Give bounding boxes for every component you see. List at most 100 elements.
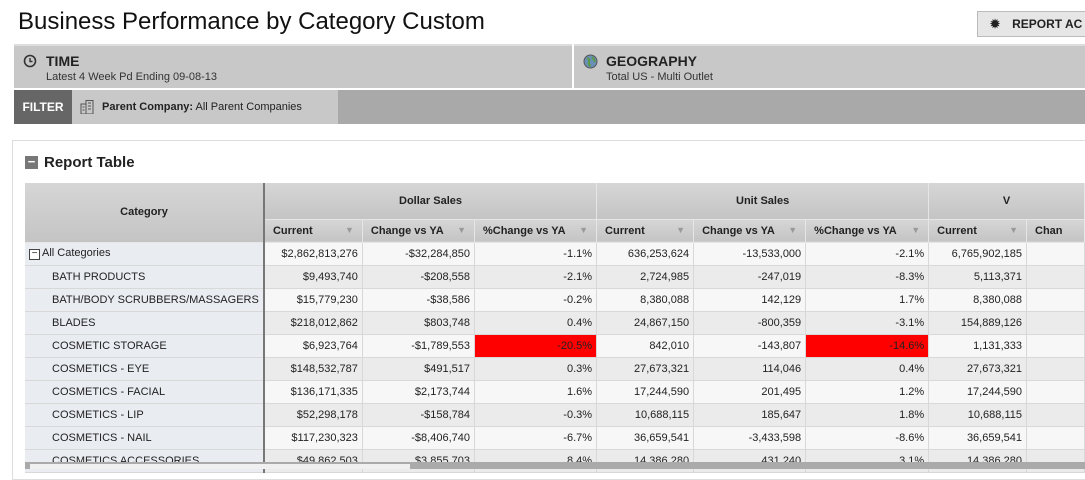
geography-selector[interactable]: GEOGRAPHY Total US - Multi Outlet — [574, 44, 1085, 88]
value-cell: -$38,586 — [362, 288, 475, 312]
value-cell: 1.7% — [805, 288, 930, 312]
column-header[interactable]: %Change vs YA ▼ — [805, 219, 930, 243]
category-cell[interactable]: COSMETICS - LIP — [25, 403, 265, 427]
value-cell: -$208,558 — [362, 265, 475, 289]
panel-title: Report Table — [44, 154, 135, 171]
page-title: Business Performance by Category Custom — [18, 8, 485, 35]
value-cell: 17,244,590 — [596, 380, 695, 404]
category-cell[interactable]: COSMETICS - FACIAL — [25, 380, 265, 404]
category-cell[interactable]: BLADES — [25, 311, 265, 335]
column-header-label: Current — [937, 224, 977, 237]
value-cell: 5,113,371 — [928, 265, 1027, 289]
value-cell — [1026, 426, 1085, 450]
value-cell: 2,724,985 — [596, 265, 695, 289]
value-cell: 0.3% — [474, 357, 598, 381]
filter-icon[interactable]: ▼ — [788, 224, 798, 235]
value-cell: -$158,784 — [362, 403, 475, 427]
value-cell: -1.1% — [474, 242, 598, 266]
column-header-label: Change vs YA — [702, 224, 775, 237]
value-cell — [1026, 265, 1085, 289]
category-label: COSMETICS - EYE — [52, 362, 150, 375]
value-cell: $803,748 — [362, 311, 475, 335]
filter-icon[interactable]: ▼ — [344, 224, 354, 235]
column-header[interactable]: Current ▼ — [596, 219, 695, 243]
value-cell: 10,688,115 — [596, 403, 695, 427]
value-cell: 6,765,902,185 — [928, 242, 1027, 266]
filter-icon[interactable]: ▼ — [911, 224, 921, 235]
value-cell: -143,807 — [693, 334, 807, 358]
value-cell — [1026, 288, 1085, 312]
category-label: COSMETICS - LIP — [52, 408, 144, 421]
column-header[interactable]: Change vs YA ▼ — [362, 219, 475, 243]
value-cell: -13,533,000 — [693, 242, 807, 266]
category-label: BATH/BODY SCRUBBERS/MASSAGERS — [52, 293, 259, 306]
value-cell: 8,380,088 — [596, 288, 695, 312]
category-label: COSMETIC STORAGE — [52, 339, 167, 352]
column-header[interactable]: %Change vs YA ▼ — [474, 219, 598, 243]
value-cell: 636,253,624 — [596, 242, 695, 266]
globe-icon — [583, 54, 598, 69]
filter-key: Parent Company: — [102, 101, 194, 113]
column-header[interactable]: Current ▼ — [928, 219, 1027, 243]
time-selector[interactable]: TIME Latest 4 Week Pd Ending 09-08-13 — [14, 44, 572, 88]
value-cell: 842,010 — [596, 334, 695, 358]
collapse-toggle-icon[interactable]: − — [29, 249, 40, 260]
value-cell: -800,359 — [693, 311, 807, 335]
time-label: TIME — [46, 53, 80, 69]
value-cell: $9,493,740 — [263, 265, 363, 289]
value-cell: 1.6% — [474, 380, 598, 404]
value-cell: 17,244,590 — [928, 380, 1027, 404]
column-header-category[interactable]: Category — [25, 183, 265, 243]
filter-parent-company[interactable]: Parent Company: All Parent Companies — [72, 90, 338, 124]
value-cell: 10,688,115 — [928, 403, 1027, 427]
value-cell: 27,673,321 — [596, 357, 695, 381]
category-cell[interactable]: COSMETIC STORAGE — [25, 334, 265, 358]
value-cell: $136,171,335 — [263, 380, 363, 404]
value-cell — [1026, 403, 1085, 427]
horizontal-scrollbar[interactable] — [25, 462, 1085, 469]
category-label: COSMETICS - NAIL — [52, 431, 152, 444]
column-header[interactable]: Change vs YA ▼ — [693, 219, 807, 243]
filter-icon[interactable]: ▼ — [676, 224, 686, 235]
value-cell: 1,131,333 — [928, 334, 1027, 358]
column-header[interactable]: Current ▼ — [263, 219, 363, 243]
column-header-label: %Change vs YA — [482, 224, 566, 237]
report-table-header[interactable]: − Report Table — [25, 154, 135, 171]
value-cell: -8.6% — [805, 426, 930, 450]
group-header-unit-sales: Unit Sales — [596, 183, 930, 220]
value-cell: -$32,284,850 — [362, 242, 475, 266]
filter-icon[interactable]: ▼ — [579, 224, 589, 235]
value-cell: -3,433,598 — [693, 426, 807, 450]
report-actions-button[interactable]: ✹ REPORT AC — [977, 11, 1085, 37]
filter-bar: FILTER Parent Company: All Parent Compan… — [14, 90, 1085, 124]
category-cell[interactable]: − All Categories — [25, 242, 265, 266]
filter-icon[interactable]: ▼ — [1009, 224, 1018, 235]
column-header[interactable]: Chan — [1026, 219, 1085, 243]
filter-icon[interactable]: ▼ — [457, 224, 466, 235]
value-cell: $2,173,744 — [362, 380, 475, 404]
collapse-icon[interactable]: − — [25, 155, 38, 169]
table-row: COSMETICS - FACIAL $136,171,335 $2,173,744… — [25, 380, 1085, 404]
table-row: BATH PRODUCTS $9,493,740 -$208,558 -2.1% 2,7… — [25, 265, 1085, 289]
value-cell: 8,380,088 — [928, 288, 1027, 312]
value-cell — [1026, 311, 1085, 335]
value-cell — [1026, 380, 1085, 404]
category-cell[interactable]: BATH/BODY SCRUBBERS/MASSAGERS — [25, 288, 265, 312]
scrollbar-thumb[interactable] — [30, 464, 410, 469]
table-row: COSMETICS - NAIL $117,230,323 -$8,406,740-… — [25, 426, 1085, 450]
value-cell: 201,495 — [693, 380, 807, 404]
value-cell: -$8,406,740 — [362, 426, 475, 450]
table-row: COSMETIC STORAGE $6,923,764 -$1,789,553 -20… — [25, 334, 1085, 358]
category-cell[interactable]: BATH PRODUCTS — [25, 265, 265, 289]
report-actions-label: REPORT AC — [1012, 17, 1083, 31]
category-cell[interactable]: COSMETICS - NAIL — [25, 426, 265, 450]
value-cell: 0.4% — [474, 311, 598, 335]
table-row: COSMETICS - LIP $52,298,178 -$158,784 -0.3%… — [25, 403, 1085, 427]
value-cell: -2.1% — [474, 265, 598, 289]
table-row: − All Categories $2,862,813,276 -$32,284,85… — [25, 242, 1085, 266]
value-cell: -$1,789,553 — [362, 334, 475, 358]
clock-icon — [23, 54, 37, 68]
value-cell: $15,779,230 — [263, 288, 363, 312]
category-label: COSMETICS - FACIAL — [52, 385, 166, 398]
category-cell[interactable]: COSMETICS - EYE — [25, 357, 265, 381]
